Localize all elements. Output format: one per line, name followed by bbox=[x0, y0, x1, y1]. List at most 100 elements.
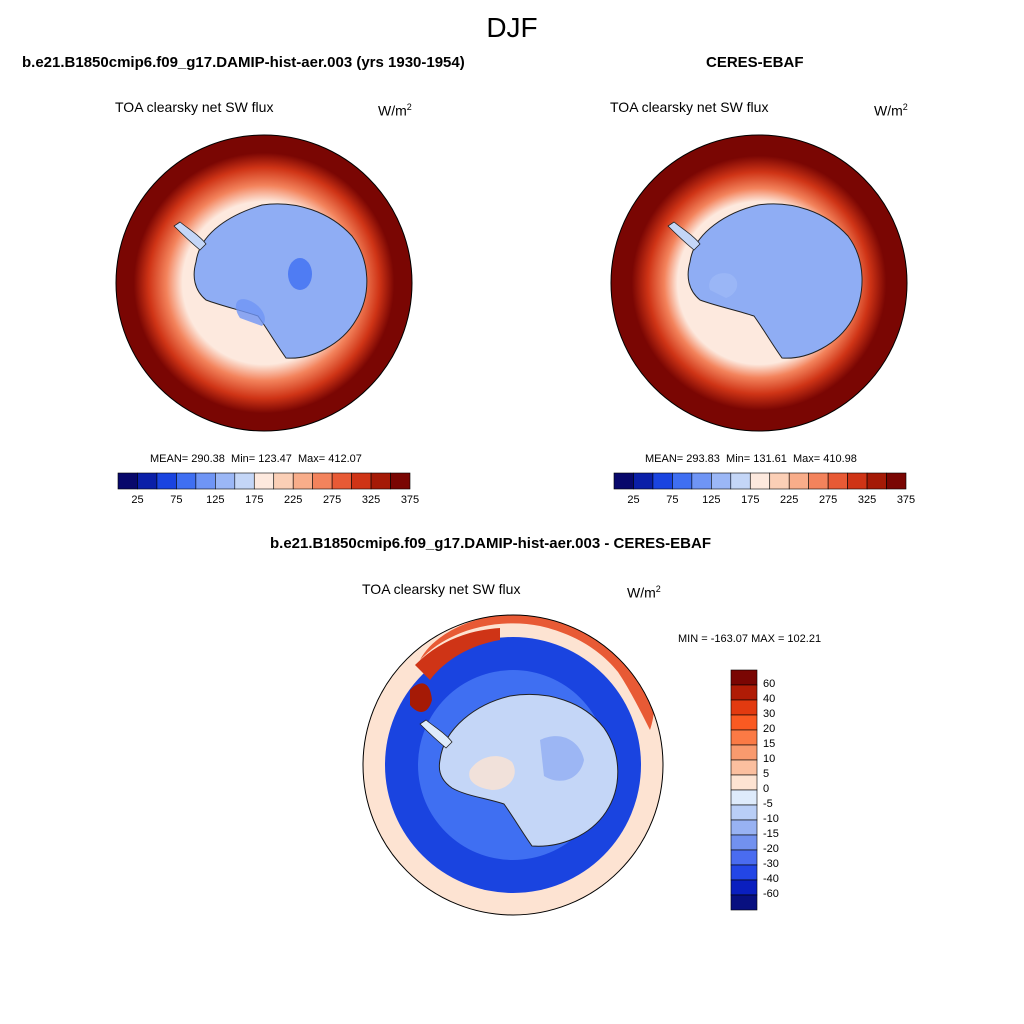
right-colorbar-cell bbox=[613, 472, 634, 490]
left-panel-header: b.e21.B1850cmip6.f09_g17.DAMIP-hist-aer.… bbox=[22, 54, 465, 71]
left-colorbar-cell bbox=[370, 472, 391, 490]
diff-colorbar-tick-label: 5 bbox=[763, 768, 770, 780]
diff-colorbar-tick-label: -60 bbox=[763, 888, 779, 900]
right-map bbox=[611, 135, 907, 431]
right-antarctica bbox=[687, 203, 863, 359]
right-colorbar bbox=[613, 472, 907, 490]
diff-colorbar-cell bbox=[730, 714, 758, 731]
figure-title: DJF bbox=[486, 12, 538, 43]
right-colorbar-cell bbox=[672, 472, 693, 490]
diff-colorbar-cell bbox=[730, 879, 758, 896]
right-colorbar-tick-label: 125 bbox=[702, 494, 721, 506]
right-colorbar-cell bbox=[633, 472, 654, 490]
right-colorbar-cell bbox=[886, 472, 907, 490]
diff-colorbar-cell bbox=[730, 759, 758, 776]
right-colorbar-cell bbox=[847, 472, 868, 490]
left-colorbar-tick-label: 375 bbox=[400, 494, 420, 506]
left-colorbar bbox=[117, 472, 411, 490]
left-colorbar-cell bbox=[253, 472, 275, 490]
right-colorbar-cell bbox=[866, 472, 887, 490]
left-colorbar-cell bbox=[156, 472, 177, 490]
diff-colorbar-cell bbox=[730, 864, 758, 881]
diff-colorbar-cell bbox=[730, 789, 758, 806]
diff-colorbar-tick-label: -40 bbox=[763, 873, 779, 885]
left-stats: MEAN= 290.38 Min= 123.47 Max= 412.07 bbox=[150, 453, 362, 465]
right-colorbar-tick-label: 375 bbox=[896, 494, 916, 506]
left-variable-label: TOA clearsky net SW flux bbox=[115, 99, 274, 115]
left-colorbar-cell bbox=[273, 472, 294, 490]
diff-colorbar-tick-label: 15 bbox=[763, 738, 776, 750]
diff-panel-header: b.e21.B1850cmip6.f09_g17.DAMIP-hist-aer.… bbox=[270, 535, 711, 552]
right-units-label: W/m2 bbox=[874, 102, 908, 119]
diff-colorbar-tick-label: -20 bbox=[763, 843, 779, 855]
left-map bbox=[116, 135, 412, 431]
diff-variable-label: TOA clearsky net SW flux bbox=[362, 581, 521, 597]
left-colorbar-cell bbox=[195, 472, 216, 490]
right-stats: MEAN= 293.83 Min= 131.61 Max= 410.98 bbox=[645, 453, 857, 465]
right-colorbar-tick-label: 75 bbox=[666, 494, 679, 506]
left-colorbar-tick-label: 25 bbox=[131, 494, 144, 506]
diff-antarctica bbox=[438, 693, 619, 847]
right-colorbar-tick-label: 175 bbox=[741, 494, 760, 506]
left-colorbar-cell bbox=[312, 472, 333, 490]
right-colorbar-cell bbox=[749, 472, 771, 490]
diff-colorbar-cell bbox=[730, 699, 758, 716]
left-colorbar-cell bbox=[234, 472, 255, 490]
left-colorbar-tick-label: 125 bbox=[206, 494, 225, 506]
right-colorbar-tick-label: 225 bbox=[780, 494, 799, 506]
left-colorbar-cell bbox=[137, 472, 158, 490]
diff-colorbar-cell bbox=[730, 669, 758, 686]
right-colorbar-cell bbox=[769, 472, 790, 490]
left-colorbar-cell bbox=[390, 472, 411, 490]
left-colorbar-cell bbox=[117, 472, 138, 490]
right-variable-label: TOA clearsky net SW flux bbox=[610, 99, 769, 115]
left-colorbar-tick-label: 325 bbox=[361, 494, 381, 506]
diff-colorbar-cell bbox=[730, 774, 758, 791]
diff-colorbar-tick-label: -5 bbox=[763, 798, 773, 810]
left-colorbar-tick-label: 275 bbox=[322, 494, 342, 506]
diff-colorbar-cell bbox=[730, 729, 758, 746]
right-colorbar-cell bbox=[691, 472, 712, 490]
left-colorbar-tick-label: 75 bbox=[170, 494, 183, 506]
diff-colorbar-cell bbox=[730, 804, 758, 821]
left-colorbar-tick-label: 175 bbox=[245, 494, 264, 506]
left-colorbar-cell bbox=[176, 472, 197, 490]
right-colorbar-cell bbox=[808, 472, 829, 490]
diff-colorbar bbox=[730, 669, 758, 911]
diff-colorbar-tick-label: 0 bbox=[763, 783, 770, 795]
left-colorbar-cell bbox=[292, 472, 313, 490]
diff-colorbar-cell bbox=[730, 849, 758, 866]
left-colorbar-tick-label: 225 bbox=[284, 494, 303, 506]
right-colorbar-tick-label: 25 bbox=[627, 494, 640, 506]
left-colorbar-cell bbox=[215, 472, 236, 490]
diff-map bbox=[363, 615, 663, 915]
right-colorbar-cell bbox=[730, 472, 751, 490]
diff-colorbar-cell bbox=[730, 684, 758, 701]
left-colorbar-cell bbox=[351, 472, 372, 490]
right-panel-header: CERES-EBAF bbox=[706, 54, 804, 71]
right-colorbar-cell bbox=[788, 472, 809, 490]
diff-colorbar-tick-label: 20 bbox=[763, 723, 776, 735]
right-colorbar-tick-label: 325 bbox=[857, 494, 877, 506]
diff-colorbar-cell bbox=[730, 819, 758, 836]
diff-colorbar-cell bbox=[730, 894, 758, 911]
left-colorbar-cell bbox=[331, 472, 352, 490]
right-colorbar-cell bbox=[652, 472, 673, 490]
diff-colorbar-tick-label: 10 bbox=[763, 753, 776, 765]
diff-colorbar-tick-label: 30 bbox=[763, 708, 776, 720]
right-colorbar-tick-label: 275 bbox=[818, 494, 838, 506]
diff-colorbar-cell bbox=[730, 834, 758, 851]
diff-colorbar-tick-label: -10 bbox=[763, 813, 779, 825]
diff-colorbar-tick-label: -30 bbox=[763, 858, 779, 870]
diff-colorbar-tick-label: 40 bbox=[763, 693, 776, 705]
left-antarctica bbox=[193, 203, 368, 359]
diff-colorbar-cell bbox=[730, 744, 758, 761]
right-colorbar-cell bbox=[827, 472, 848, 490]
diff-minmax: MIN = -163.07 MAX = 102.21 bbox=[678, 633, 822, 645]
diff-units-label: W/m2 bbox=[627, 584, 661, 601]
left-units-label: W/m2 bbox=[378, 102, 412, 119]
diff-colorbar-tick-label: -15 bbox=[763, 828, 779, 840]
right-colorbar-cell bbox=[711, 472, 732, 490]
diff-colorbar-tick-label: 60 bbox=[763, 678, 776, 690]
